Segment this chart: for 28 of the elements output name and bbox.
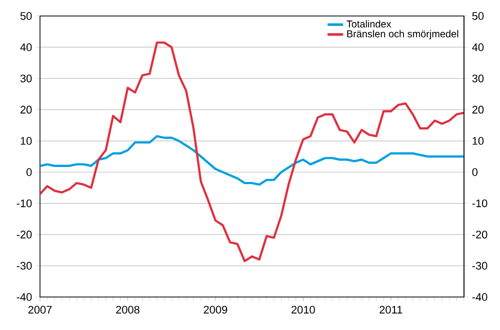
y-tick-label: -40 (16, 293, 32, 301)
y2-tick-label: -40 (472, 293, 488, 301)
x-tick-label: 2007 (28, 306, 52, 314)
x-tick-label: 2008 (116, 306, 140, 314)
y-tick-label: -10 (16, 199, 32, 208)
y2-tick-label: 50 (472, 12, 484, 20)
y-tick-label: -30 (16, 262, 32, 270)
line-series (40, 41, 464, 262)
y-tick-label: -20 (16, 230, 32, 238)
y2-tick-label: -30 (472, 262, 488, 270)
y2-tick-label: 20 (472, 106, 484, 114)
y-tick-label: 10 (20, 137, 32, 145)
y2-tick-label: 40 (472, 43, 484, 52)
y2-tick-label: 10 (472, 137, 484, 145)
y2-tick-label: 30 (472, 74, 484, 82)
y-tick-label: 0 (26, 168, 32, 176)
y2-tick-label: 0 (472, 168, 478, 176)
legend-label: Totalindex (346, 20, 392, 28)
x-tick-label: 2009 (204, 306, 228, 314)
legend-label: Bränslen och smörjmedel (347, 30, 458, 40)
y-tick-label: 20 (20, 106, 32, 114)
x-tick-label: 2010 (292, 306, 315, 314)
y-tick-label: 50 (20, 12, 32, 20)
x-tick-label: 2011 (380, 306, 402, 314)
y-tick-label: 30 (20, 74, 32, 82)
y2-tick-label: -20 (472, 230, 488, 238)
y2-tick-label: -10 (472, 199, 488, 208)
y-tick-label: 40 (20, 43, 32, 52)
